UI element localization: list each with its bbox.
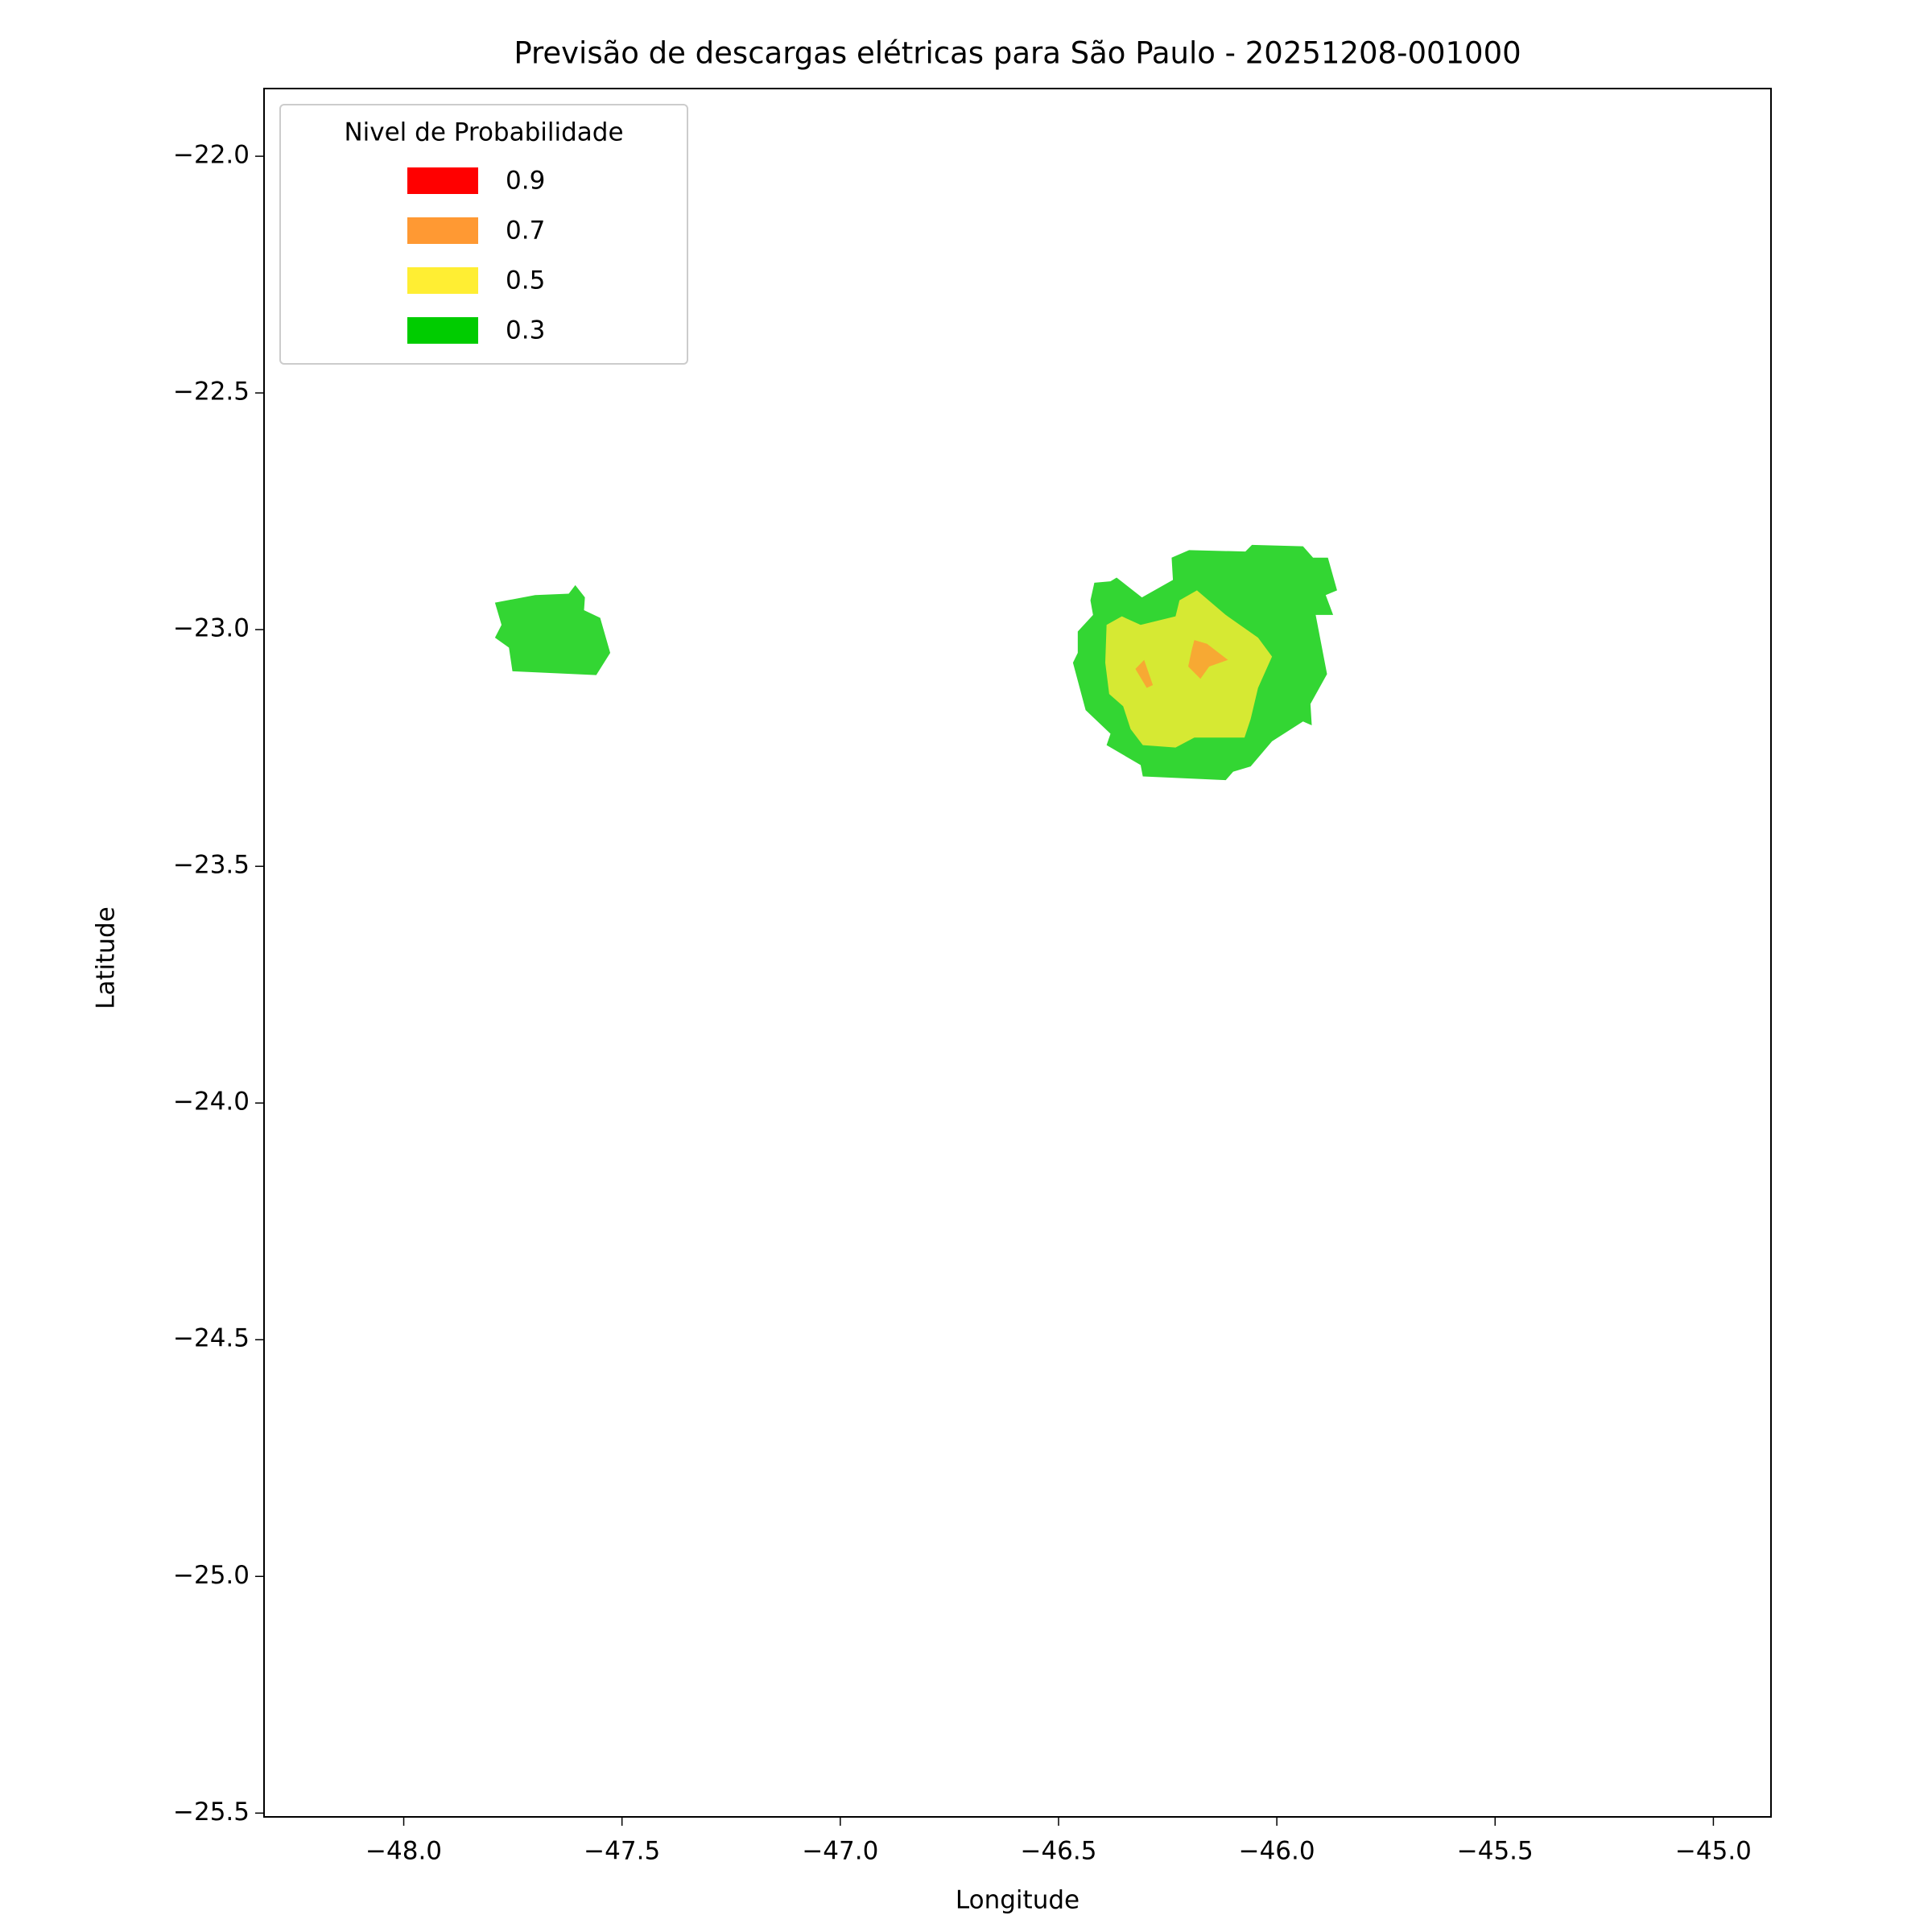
legend-label: 0.9	[506, 167, 545, 196]
x-tick-label: −45.0	[1675, 1837, 1752, 1866]
contour-region	[1188, 640, 1228, 679]
plot-frame	[263, 88, 1772, 1818]
x-tick-label: −45.5	[1457, 1837, 1534, 1866]
chart-title: Previsão de descargas elétricas para São…	[514, 36, 1521, 71]
x-tick-label: −47.0	[802, 1837, 878, 1866]
x-tick-label: −46.0	[1239, 1837, 1315, 1866]
legend: Nivel de Probabilidade 0.9 0.7 0.5 0.3	[279, 104, 688, 365]
x-axis-label: Longitude	[956, 1886, 1080, 1915]
y-tick-label: −24.5	[173, 1324, 250, 1353]
contour-region	[494, 584, 611, 675]
x-tick-label: −48.0	[365, 1837, 442, 1866]
contour-region	[1105, 590, 1273, 748]
legend-swatch	[407, 317, 478, 344]
y-tick-label: −23.0	[173, 614, 250, 643]
contour-layer	[494, 544, 1337, 781]
y-tick-label: −22.0	[173, 141, 250, 170]
y-tick-label: −24.0	[173, 1088, 250, 1117]
legend-box	[279, 104, 688, 365]
contour-region	[1135, 659, 1154, 688]
legend-swatch	[407, 167, 478, 194]
y-tick-label: −25.0	[173, 1561, 250, 1590]
x-tick-label: −46.5	[1020, 1837, 1096, 1866]
x-tick-label: −47.5	[584, 1837, 660, 1866]
legend-swatch	[407, 217, 478, 244]
legend-label: 0.3	[506, 316, 545, 345]
y-tick-label: −22.5	[173, 378, 250, 407]
legend-label: 0.5	[506, 266, 545, 295]
y-axis-label: Latitude	[92, 906, 121, 1009]
legend-label: 0.7	[506, 217, 545, 246]
y-tick-label: −23.5	[173, 851, 250, 880]
legend-title: Nivel de Probabilidade	[344, 118, 623, 147]
legend-swatch	[407, 267, 478, 294]
y-tick-label: −25.5	[173, 1798, 250, 1827]
